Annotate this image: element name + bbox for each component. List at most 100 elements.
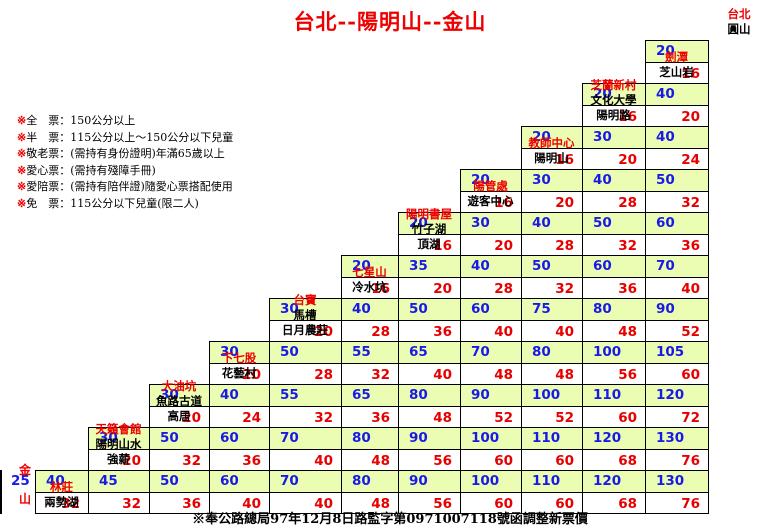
fare-child-value: 20: [433, 280, 452, 297]
fare-child-value: 48: [618, 323, 637, 340]
station-stop-name: 日月農莊: [282, 323, 328, 337]
fare-cell-adult: 60: [209, 470, 270, 493]
fare-child-value: 32: [61, 495, 80, 512]
fare-child-value: 48: [371, 495, 390, 512]
fare-cell-adult: 100: [460, 470, 522, 493]
station-stop-name: 竹子湖: [411, 222, 447, 236]
fare-cell-child: 48: [460, 362, 522, 385]
fare-cell-child: 40: [460, 319, 522, 342]
fare-child-value: 32: [122, 495, 141, 512]
fare-cell-adult: 90: [398, 470, 461, 493]
fare-cell-child: 60: [460, 491, 522, 514]
fare-cell-child: 32: [269, 405, 342, 428]
fare-adult-value: 80: [409, 387, 428, 403]
fare-cell-child: 40: [398, 362, 461, 385]
fare-cell-child: 56: [398, 491, 461, 514]
station-stop-name: 陽明山水: [95, 437, 142, 451]
fare-cell-adult: 110: [521, 470, 583, 493]
fare-cell-child: 56: [398, 448, 461, 471]
fare-cell-child: 32: [521, 276, 583, 299]
station-name: 林莊: [50, 480, 73, 494]
fare-cell-adult: 60: [209, 427, 270, 450]
fare-child-value: 72: [681, 409, 700, 426]
fare-child-value: 48: [494, 366, 513, 383]
station-stop-name: 強薪: [107, 452, 130, 466]
fare-cell-child: 60: [645, 362, 709, 385]
fare-child-value: 28: [494, 280, 513, 297]
fare-cell-adult: 100: [521, 384, 583, 407]
fare-adult-value: 45: [99, 473, 118, 489]
fare-child-value: 16: [555, 151, 574, 168]
station-jinshan-label: 金山: [15, 456, 35, 514]
fare-adult-value: 70: [471, 344, 490, 360]
fare-child-value: 28: [618, 194, 637, 211]
fare-cell-child: 52: [460, 405, 522, 428]
fare-child-value: 60: [555, 495, 574, 512]
fare-adult-value: 30: [280, 301, 299, 317]
station-name: 教師中心: [528, 136, 575, 150]
fare-child-value: 52: [681, 323, 700, 340]
fare-cell-adult: 90: [398, 427, 461, 450]
fare-cell-adult: 70: [269, 427, 342, 450]
fare-cell-adult: 55: [341, 341, 399, 364]
fare-child-value: 52: [555, 409, 574, 426]
fare-cell-child: 48: [582, 319, 646, 342]
fare-child-value: 20: [242, 366, 261, 383]
fare-adult-value: 30: [593, 129, 612, 145]
fare-adult-value: 30: [160, 387, 179, 403]
fare-cell-adult: 50: [521, 255, 583, 278]
note-half: ※半 票：115公分以上～150公分以下兒童: [17, 130, 234, 144]
fare-child-value: 16: [494, 194, 513, 211]
fare-adult-value: 20: [656, 43, 675, 59]
fare-child-value: 48: [433, 409, 452, 426]
fare-cell-child: 52: [521, 405, 583, 428]
fare-adult-value: 70: [656, 258, 675, 274]
fare-cell-adult: 65: [341, 384, 399, 407]
fare-cell-child: 16: [582, 104, 646, 127]
fare-cell-adult: 80: [398, 384, 461, 407]
fare-adult-value: 60: [656, 215, 675, 231]
fare-adult-value: 30: [220, 344, 239, 360]
fare-child-value: 36: [371, 409, 390, 426]
fare-child-value: 60: [494, 495, 513, 512]
fare-adult-value: 80: [593, 301, 612, 317]
fare-child-value: 36: [618, 280, 637, 297]
station-stop-name: 馬槽: [293, 308, 317, 322]
fare-cell-child: 40: [209, 491, 270, 514]
fare-cell-child: 52: [645, 319, 709, 342]
fare-child-value: 60: [555, 452, 574, 469]
fare-cell-child: 68: [582, 448, 646, 471]
fare-cell-adult: 120: [645, 384, 709, 407]
fare-child-value: 40: [681, 280, 700, 297]
fare-adult-value: 40: [656, 129, 675, 145]
fare-cell-child: 60: [521, 448, 583, 471]
fare-adult-value: 120: [656, 387, 685, 403]
fare-adult-value: 90: [656, 301, 675, 317]
fare-child-value: 56: [433, 495, 452, 512]
station-name: 劍潭: [665, 50, 688, 64]
fare-cell-adult: 60: [460, 298, 522, 321]
fare-adult-value: 50: [656, 172, 675, 188]
station-stop-name: 芝山岩: [659, 65, 694, 79]
fare-cell-child: 56: [582, 362, 646, 385]
fare-adult-value: 40: [352, 301, 371, 317]
fare-child-value: 20: [314, 323, 333, 340]
fare-child-value: 20: [555, 194, 574, 211]
fare-cell-child: 32: [35, 491, 89, 514]
fare-adult-value: 50: [160, 473, 179, 489]
fare-cell-adult: 100: [460, 427, 522, 450]
fare-cell-child: 40: [269, 448, 342, 471]
fare-adult-value: 50: [593, 215, 612, 231]
fare-child-value: 20: [182, 409, 201, 426]
fare-adult-value: 110: [593, 387, 622, 403]
footer-note: ※奉公路總局97年12月8日路監字第0971007118號函調整新票價: [192, 512, 588, 527]
fare-cell-adult: 120: [582, 470, 646, 493]
fare-cell-adult: 50: [582, 212, 646, 235]
station-stop-name: 遊客中心: [467, 194, 514, 208]
fare-child-value: 20: [681, 108, 700, 125]
fare-cell-adult: 90: [645, 298, 709, 321]
station-stop-name: 魚路古道: [156, 394, 202, 408]
fare-child-value: 32: [314, 409, 333, 426]
fare-child-value: 28: [371, 323, 390, 340]
